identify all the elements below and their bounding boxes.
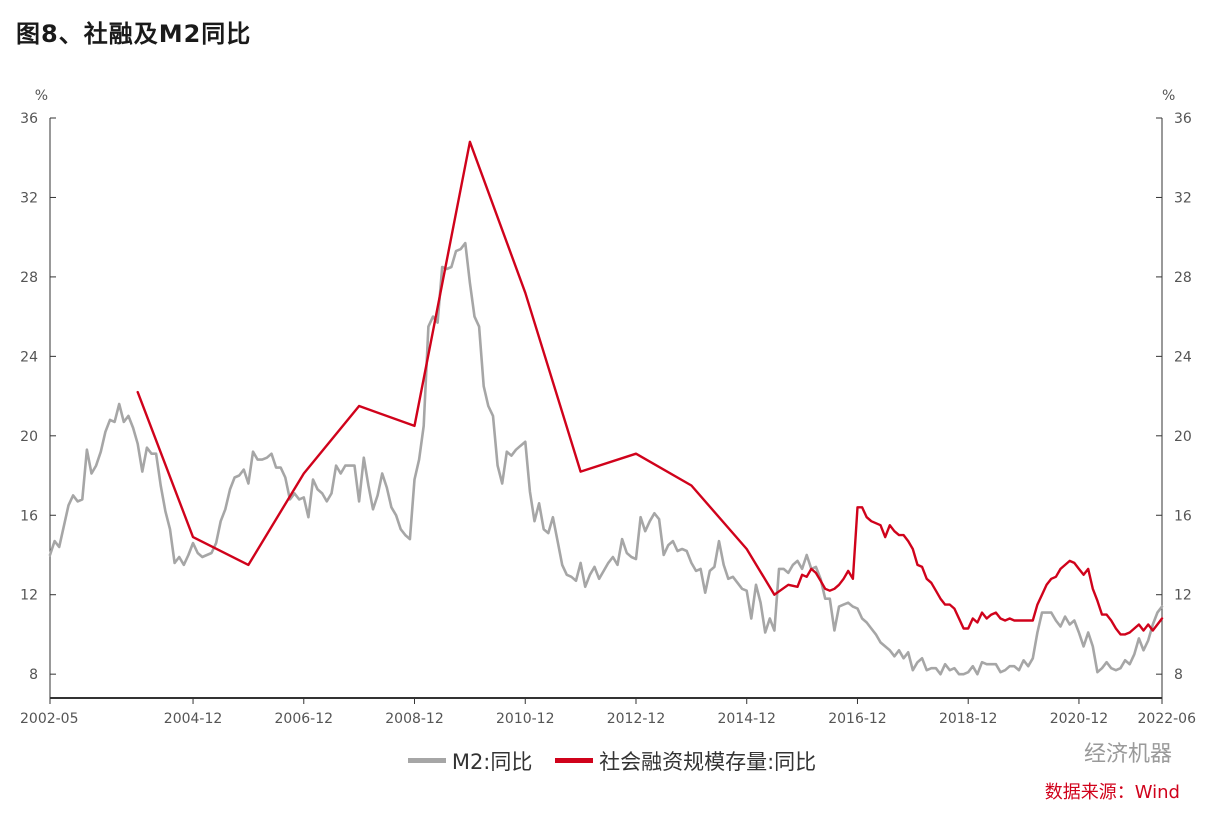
y-tick-label-right: 36 [1174, 111, 1192, 127]
y-tick-label-right: 28 [1174, 270, 1192, 286]
x-tick-label: 2004-12 [164, 711, 223, 727]
x-tick-label: 2012-12 [607, 711, 666, 727]
y-tick-label-right: 12 [1174, 588, 1192, 604]
y-tick-label-right: 20 [1174, 429, 1192, 445]
series-line-m2 [48, 241, 1164, 676]
x-tick-label: 2016-12 [828, 711, 887, 727]
y-tick-label-left: 8 [29, 667, 38, 683]
legend-item-tsf: 社会融资规模存量:同比 [555, 746, 816, 776]
legend-item-m2: M2:同比 [407, 746, 533, 776]
x-tick-label: 2006-12 [275, 711, 334, 727]
chart-title: 图8、社融及M2同比 [16, 20, 252, 48]
legend-swatch-tsf [555, 758, 594, 763]
chart-legend: M2:同比 社会融资规模存量:同比 [0, 744, 1224, 776]
y-tick-label-left: 16 [20, 508, 38, 524]
x-tick-label: 2010-12 [496, 711, 555, 727]
legend-label-m2: M2:同比 [451, 749, 533, 774]
legend-swatch-m2 [407, 758, 446, 763]
x-tick-label: 2002-05 [20, 711, 79, 727]
x-tick-label: 2014-12 [717, 711, 776, 727]
y-tick-label-left: 20 [20, 429, 38, 445]
brand-watermark: 经济机器 [1083, 742, 1172, 767]
x-tick-label: 2008-12 [385, 711, 444, 727]
y-tick-label-right: 32 [1174, 190, 1192, 206]
series-layer [48, 140, 1164, 676]
legend-label-tsf: 社会融资规模存量:同比 [599, 749, 817, 774]
line-chart: 8 8 12 12 16 16 20 20 24 24 28 28 32 32 36 36% % 2002-05 2… [20, 88, 1196, 727]
y-tick-label-left: 36 [20, 111, 38, 127]
series-line-tsf [136, 140, 1164, 636]
chart-axes: 8 8 12 12 16 16 20 20 24 24 28 28 32 32 36 36% % 2002-05 2… [20, 88, 1196, 727]
x-tick-label: 2022-06 [1138, 711, 1197, 727]
y-tick-label-left: 12 [20, 588, 38, 604]
y-tick-label-left: 28 [20, 270, 38, 286]
x-tick-label: 2018-12 [939, 711, 998, 727]
data-source-label: 数据来源：Wind [1044, 782, 1180, 803]
y-axis-unit-left: % [35, 88, 48, 104]
y-tick-label-right: 16 [1174, 508, 1192, 524]
y-tick-label-right: 8 [1174, 667, 1183, 683]
y-axis-unit-right: % [1162, 88, 1175, 104]
y-tick-label-left: 32 [20, 190, 38, 206]
y-tick-label-right: 24 [1174, 349, 1192, 365]
y-tick-label-left: 24 [20, 349, 38, 365]
x-tick-label: 2020-12 [1050, 711, 1109, 727]
